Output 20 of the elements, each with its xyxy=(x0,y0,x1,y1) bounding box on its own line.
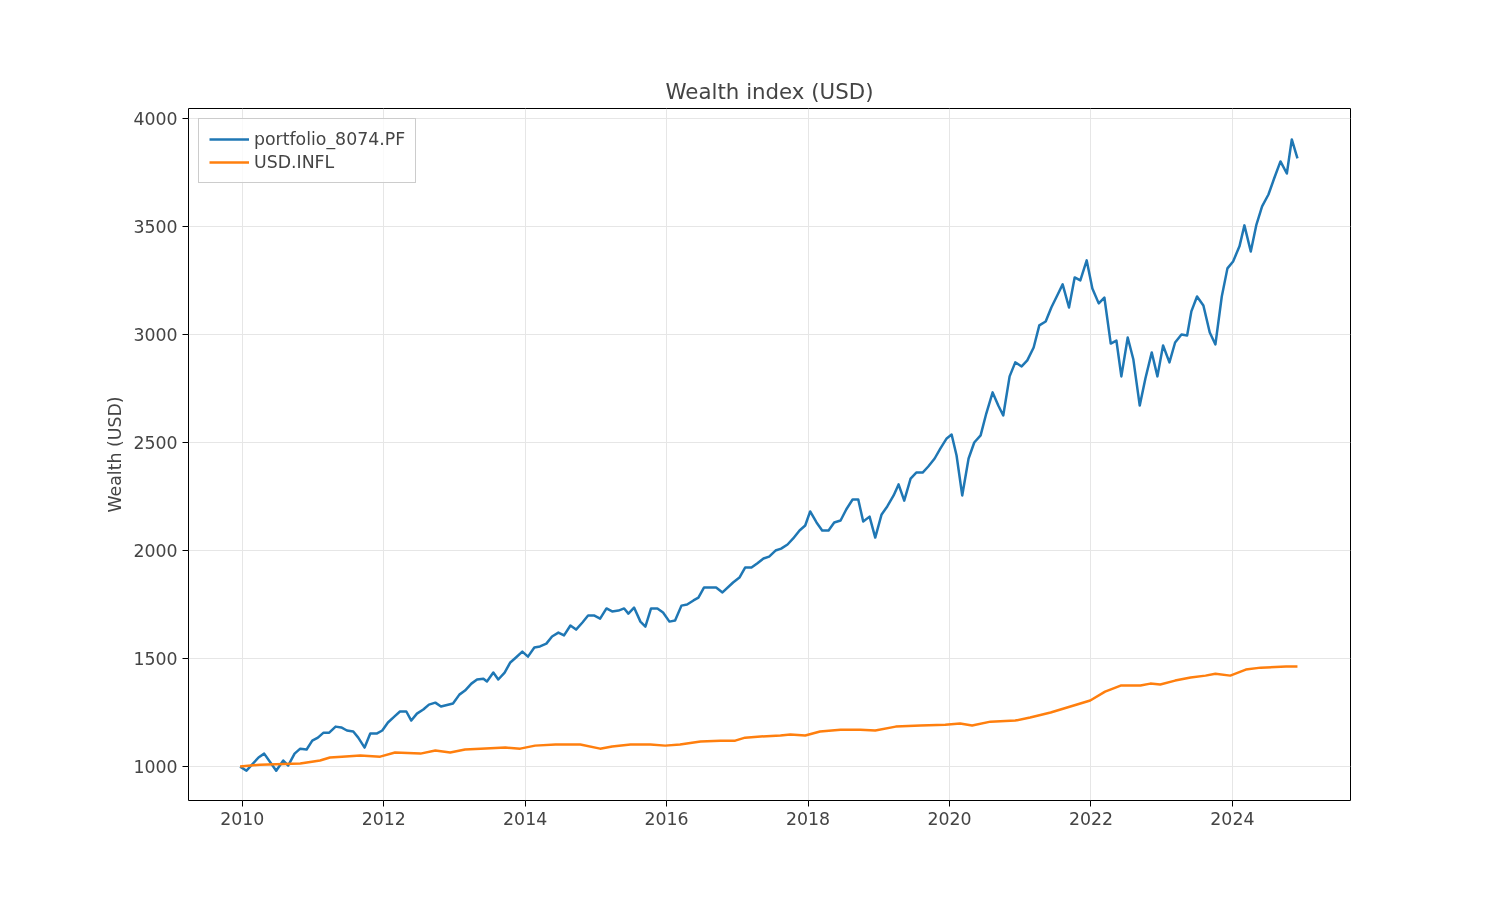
x-tick-label: 2010 xyxy=(220,808,265,829)
y-tick-label: 3000 xyxy=(133,324,178,345)
y-tick-label: 1000 xyxy=(133,757,178,778)
x-tick-label: 2020 xyxy=(927,808,972,829)
y-tick-label: 2500 xyxy=(133,433,178,454)
y-tick-label: 3500 xyxy=(133,216,178,237)
legend-label: portfolio_8074.PF xyxy=(254,129,406,149)
y-tick-label: 4000 xyxy=(133,108,178,129)
x-tick-label: 2014 xyxy=(503,808,548,829)
x-tick-label: 2012 xyxy=(361,808,406,829)
x-tick-label: 2024 xyxy=(1210,808,1255,829)
x-tick-label: 2018 xyxy=(786,808,831,829)
x-tick-label: 2016 xyxy=(644,808,689,829)
y-axis-title: Wealth (USD) xyxy=(105,396,126,513)
y-tick-label: 1500 xyxy=(133,649,178,670)
line-series xyxy=(238,665,1299,768)
x-tick-label: 2022 xyxy=(1068,808,1113,829)
chart-title: Wealth index (USD) xyxy=(665,78,874,104)
y-tick-label: 2000 xyxy=(133,541,178,562)
legend-label: USD.INFL xyxy=(254,152,335,172)
